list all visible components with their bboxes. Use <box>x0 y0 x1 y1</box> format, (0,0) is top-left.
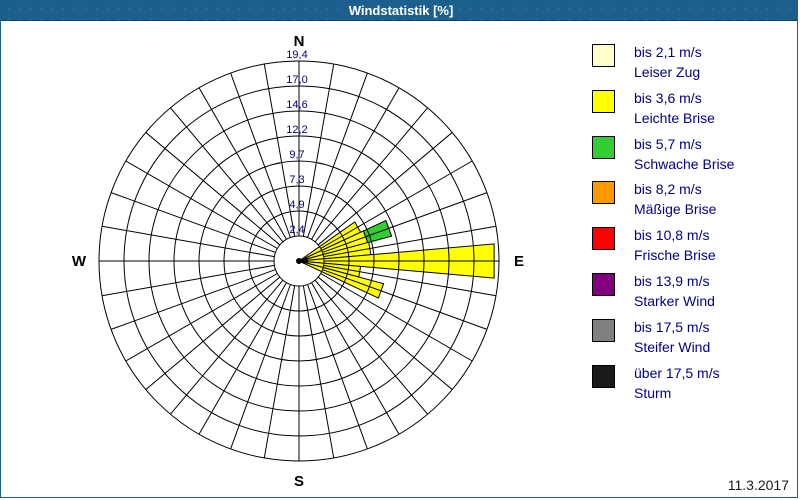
svg-text:14,6: 14,6 <box>286 99 307 111</box>
svg-text:N: N <box>294 33 305 50</box>
svg-text:4,9: 4,9 <box>289 199 304 211</box>
svg-text:9,7: 9,7 <box>289 149 304 161</box>
svg-text:W: W <box>72 253 87 270</box>
svg-text:7,3: 7,3 <box>289 174 304 186</box>
svg-text:12,2: 12,2 <box>286 124 307 136</box>
svg-text:19,4: 19,4 <box>286 49 307 61</box>
svg-text:E: E <box>514 253 524 270</box>
svg-text:S: S <box>294 473 304 490</box>
svg-text:17,0: 17,0 <box>286 74 307 86</box>
svg-text:2,4: 2,4 <box>289 224 304 236</box>
